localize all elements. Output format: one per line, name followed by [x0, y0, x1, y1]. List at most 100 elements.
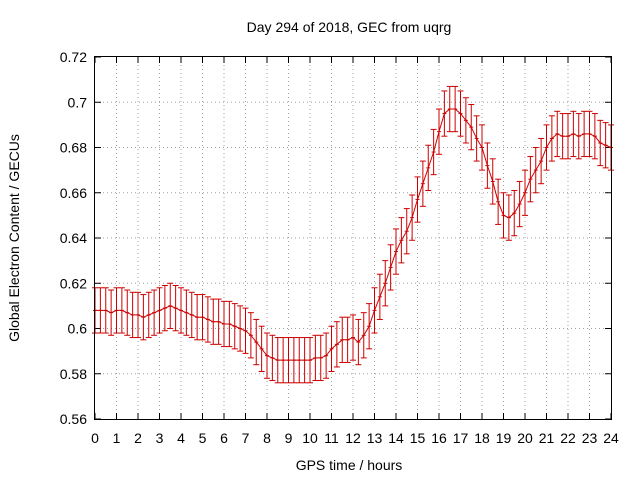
- error-bar: [113, 287, 120, 334]
- x-tick-label: 16: [431, 430, 447, 446]
- y-tick-label: 0.64: [60, 230, 87, 246]
- error-bar: [258, 325, 265, 372]
- error-bar: [242, 307, 249, 354]
- x-tick-label: 15: [410, 430, 426, 446]
- error-bar: [468, 104, 475, 151]
- error-bar: [199, 294, 206, 341]
- error-bar: [161, 285, 168, 332]
- error-bar: [333, 321, 340, 368]
- x-tick-label: 0: [91, 430, 99, 446]
- x-tick-label: 20: [517, 430, 533, 446]
- error-bar: [436, 108, 442, 155]
- error-bar: [581, 110, 588, 158]
- x-tick-label: 18: [474, 430, 490, 446]
- error-bar: [500, 192, 507, 239]
- error-bar: [151, 289, 158, 336]
- error-bar: [118, 287, 125, 334]
- error-bar: [376, 273, 383, 320]
- x-tick-label: 3: [156, 430, 164, 446]
- error-bar: [457, 90, 464, 137]
- x-tick-label: 10: [302, 430, 318, 446]
- y-tick-label: 0.6: [68, 321, 88, 337]
- error-bar: [231, 303, 238, 350]
- error-bar: [543, 124, 550, 171]
- error-bar: [554, 110, 561, 158]
- error-bar: [516, 180, 523, 228]
- error-bar: [591, 113, 598, 160]
- error-bar: [532, 147, 539, 194]
- x-tick-label: 8: [263, 430, 271, 446]
- error-bar: [425, 144, 432, 191]
- x-tick-label: 17: [453, 430, 469, 446]
- error-bar: [419, 160, 426, 207]
- error-bar: [393, 228, 399, 275]
- error-bar: [140, 294, 147, 341]
- error-bar: [414, 176, 421, 223]
- error-bar: [124, 289, 131, 336]
- error-bar: [237, 305, 244, 352]
- error-bar: [312, 334, 319, 382]
- error-bar: [387, 244, 394, 291]
- error-bar: [559, 113, 566, 160]
- error-bar: [586, 110, 593, 158]
- y-tick-label: 0.58: [60, 366, 87, 382]
- error-bar: [430, 128, 437, 176]
- error-bar: [548, 115, 555, 162]
- error-bar: [269, 334, 276, 382]
- y-tick-label: 0.62: [60, 275, 87, 291]
- gec-series: [92, 85, 614, 384]
- chart-title: Day 294 of 2018, GEC from uqrg: [247, 19, 452, 35]
- error-bar: [135, 291, 141, 339]
- x-axis-label: GPS time / hours: [296, 457, 403, 473]
- y-tick-label: 0.72: [60, 49, 87, 65]
- x-tick-label: 21: [539, 430, 555, 446]
- x-tick-label: 4: [177, 430, 185, 446]
- x-tick-label: 9: [285, 430, 293, 446]
- error-bar: [350, 314, 356, 361]
- grid-lines: [95, 57, 611, 419]
- error-bar: [108, 289, 115, 336]
- error-bar: [296, 337, 303, 384]
- error-bar: [97, 287, 104, 334]
- y-tick-label: 0.66: [60, 185, 87, 201]
- error-bar: [484, 142, 491, 189]
- error-bar: [204, 296, 211, 343]
- error-bar: [172, 285, 179, 332]
- x-tick-label: 13: [367, 430, 383, 446]
- error-bar: [511, 189, 518, 237]
- x-tick-label: 22: [560, 430, 576, 446]
- error-bar: [489, 158, 496, 205]
- error-bar: [505, 194, 512, 241]
- error-bar: [156, 287, 163, 334]
- error-bar: [264, 332, 270, 379]
- x-tick-label: 19: [496, 430, 512, 446]
- error-bar: [183, 289, 190, 336]
- error-bar: [188, 291, 195, 339]
- x-tick-label: 23: [582, 430, 598, 446]
- x-axis: 0 1 2 3 4 5 6 7 8 9 10 11 12 13 14 15 16 17 18 19 20 21 22 23 24: [91, 57, 619, 446]
- y-axis-label: Global Electron Content / GECUs: [6, 134, 22, 342]
- error-bar: [522, 169, 528, 216]
- error-bar: [253, 318, 260, 366]
- error-bar: [398, 217, 405, 264]
- error-bar: [473, 115, 480, 162]
- error-bar: [570, 110, 577, 158]
- error-bar: [221, 300, 227, 348]
- error-bar: [328, 325, 335, 372]
- x-tick-label: 7: [242, 430, 250, 446]
- error-bar: [210, 298, 217, 345]
- error-bar: [301, 337, 308, 384]
- error-bar: [446, 85, 453, 133]
- error-bar: [565, 113, 571, 160]
- y-tick-label: 0.56: [60, 411, 87, 427]
- error-bar: [194, 294, 201, 341]
- x-tick-label: 14: [388, 430, 404, 446]
- error-bar: [462, 97, 469, 144]
- error-bar: [575, 113, 582, 160]
- error-bar: [307, 337, 313, 384]
- error-bar: [339, 316, 346, 363]
- error-bar: [323, 332, 330, 379]
- error-bar: [597, 119, 604, 167]
- y-tick-label: 0.68: [60, 140, 87, 156]
